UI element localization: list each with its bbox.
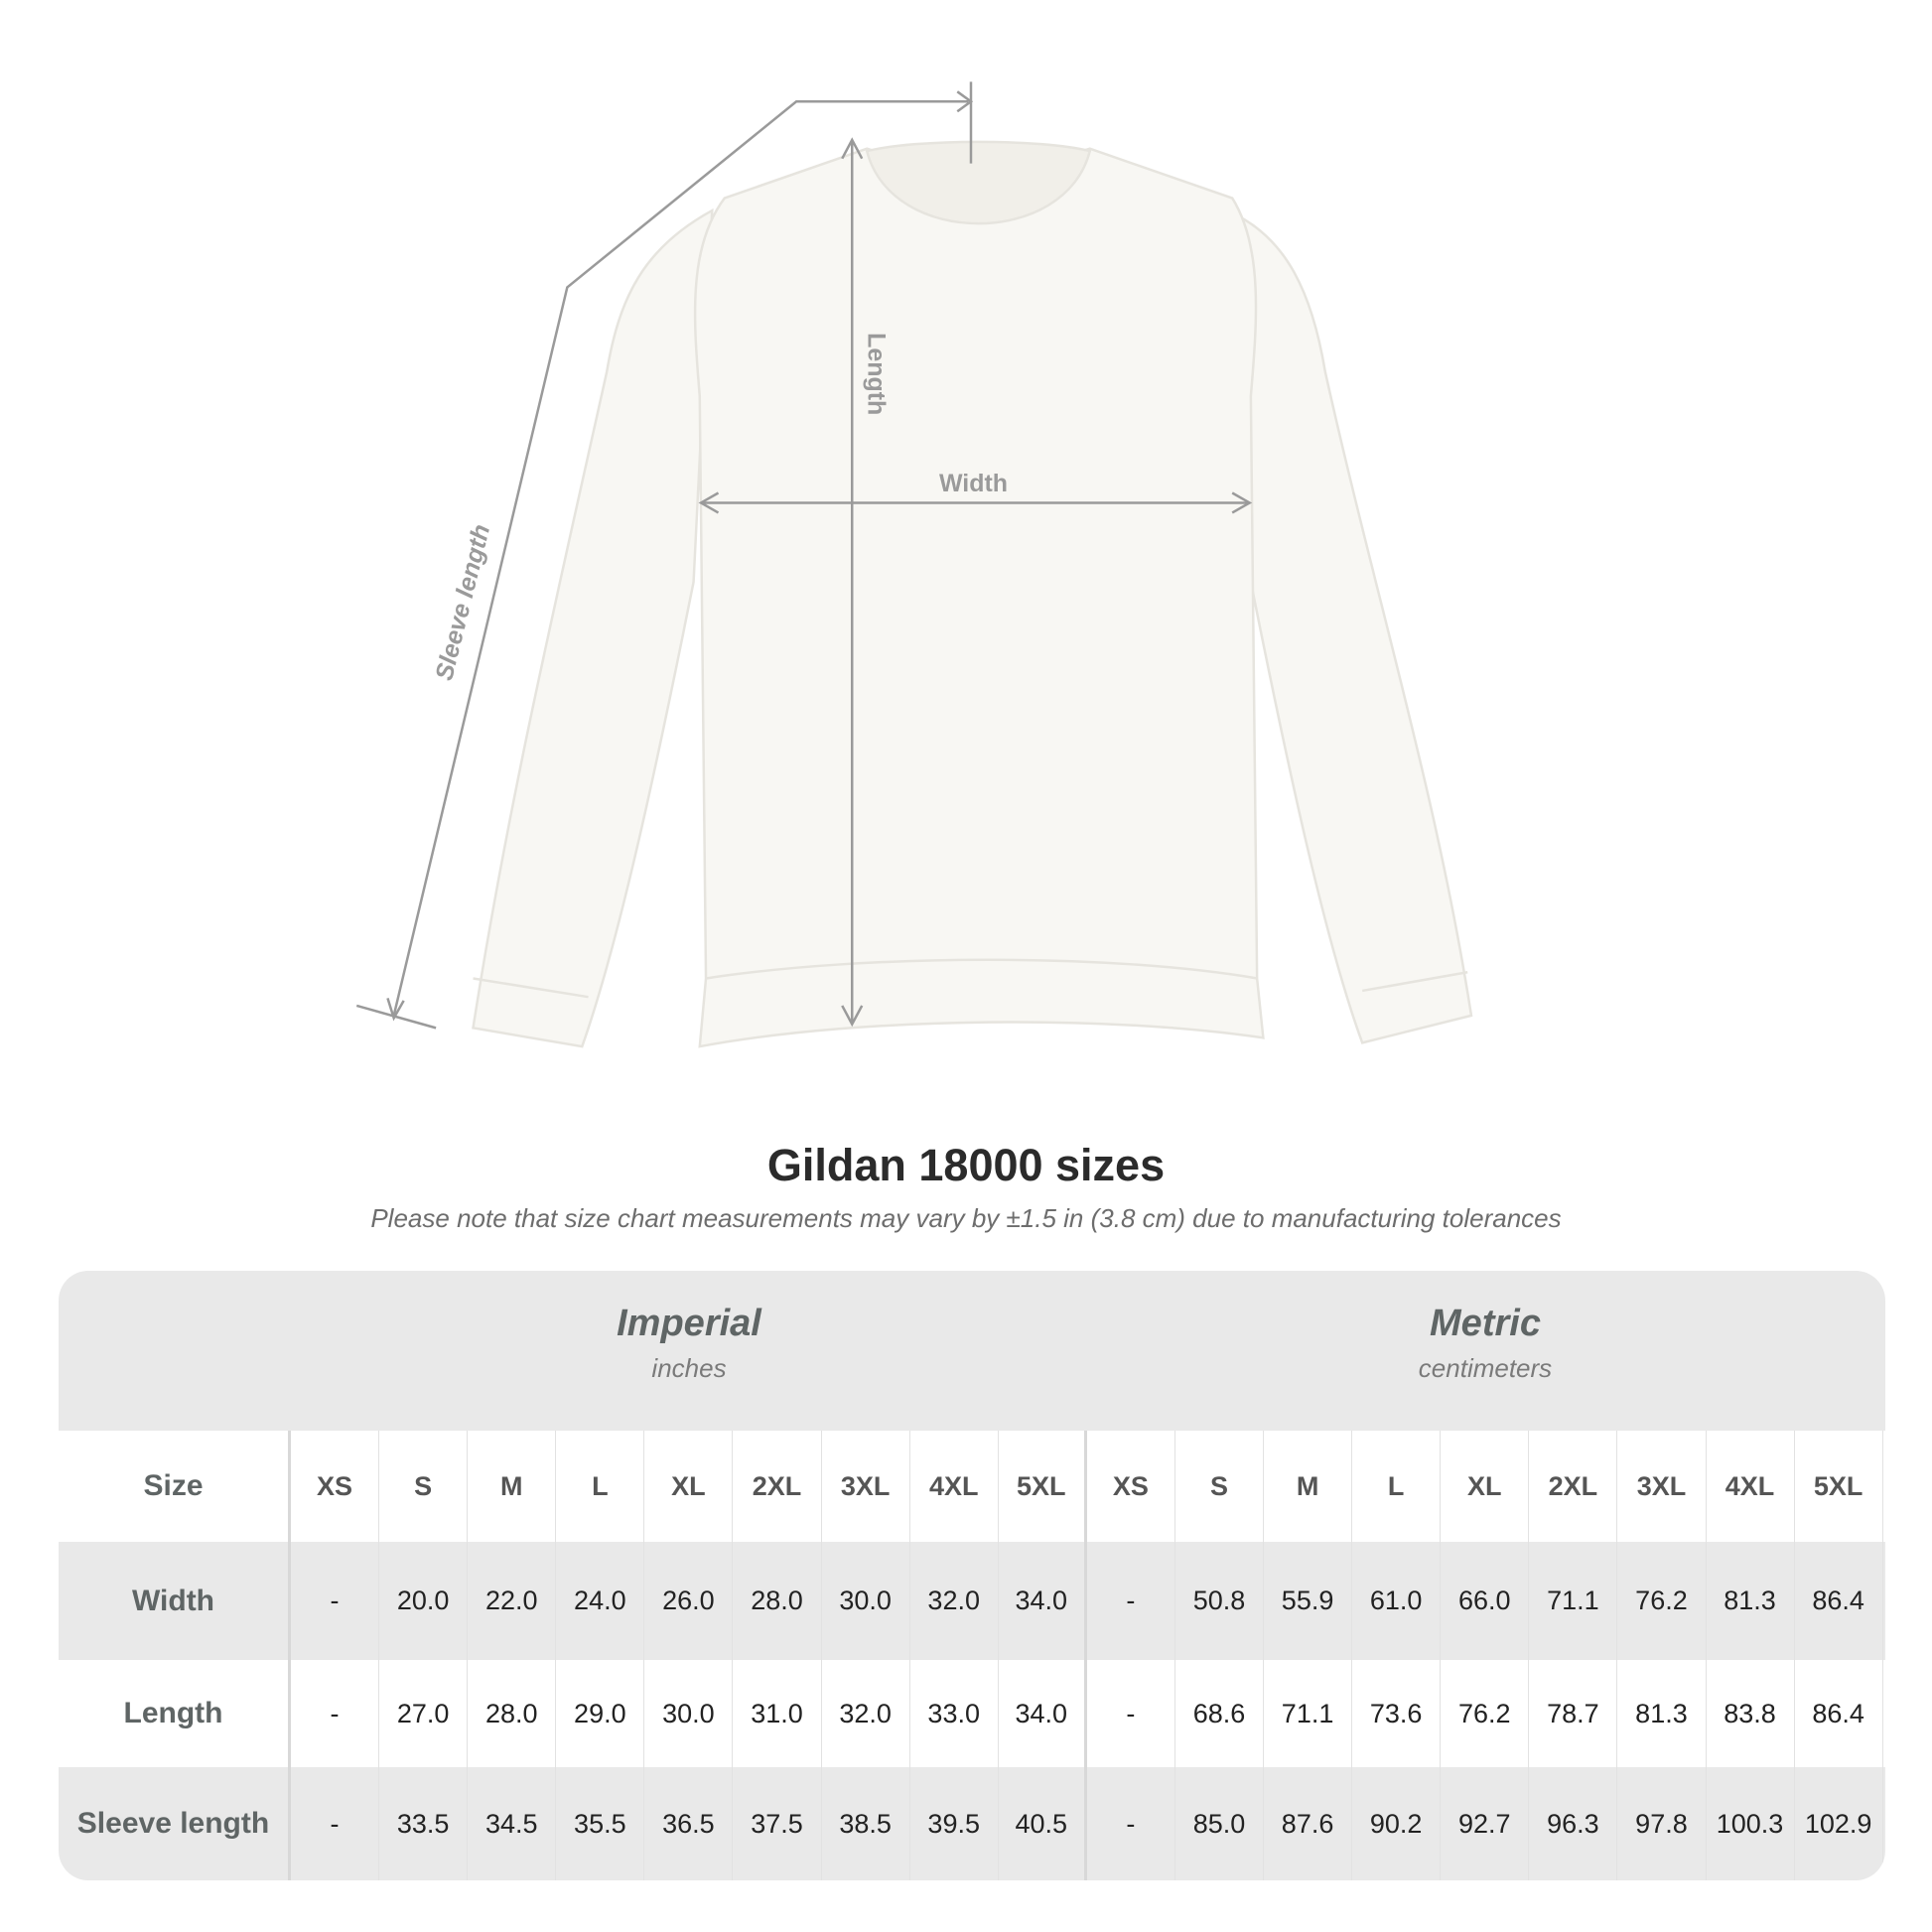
sleeve-length-label: Sleeve length (430, 521, 495, 683)
size-label: Size (59, 1431, 291, 1542)
table-cell-metric: 55.9 (1264, 1542, 1353, 1660)
table-cell-imperial: 22.0 (468, 1542, 557, 1660)
table-cell-imperial: 34.0 (999, 1542, 1087, 1660)
tolerance-note: Please note that size chart measurements… (370, 1203, 1562, 1233)
row-label: Sleeve length (59, 1767, 291, 1880)
table-cell-imperial: 33.5 (379, 1767, 469, 1880)
size-header-imperial: 3XL (822, 1431, 910, 1542)
imperial-title: Imperial (617, 1303, 761, 1344)
sweatshirt-image (472, 140, 1473, 1048)
table-cell-imperial: 38.5 (822, 1767, 910, 1880)
table-cell-imperial: 36.5 (644, 1767, 734, 1880)
table-cell-imperial: - (291, 1767, 380, 1880)
table-cell-metric: 83.8 (1707, 1660, 1795, 1767)
size-header-metric: L (1352, 1431, 1442, 1542)
size-header-imperial: XL (644, 1431, 734, 1542)
table-cell-metric: 76.2 (1441, 1660, 1530, 1767)
table-cell-imperial: 35.5 (556, 1767, 645, 1880)
table-cell-imperial: 39.5 (910, 1767, 999, 1880)
table-row: Sleeve length -33.5 34.5 35.5 36.5 37.5 38.5 39… (59, 1767, 1885, 1880)
table-cell-imperial: 24.0 (556, 1542, 645, 1660)
size-header-metric: 2XL (1529, 1431, 1618, 1542)
table-cell-metric: - (1087, 1767, 1175, 1880)
table-cell-imperial: 33.0 (910, 1660, 999, 1767)
table-cell-imperial: 34.5 (468, 1767, 557, 1880)
size-header-imperial: M (468, 1431, 557, 1542)
size-header-imperial: S (379, 1431, 469, 1542)
size-header-imperial: XS (291, 1431, 380, 1542)
table-cell-metric: 66.0 (1441, 1542, 1530, 1660)
table-cell-metric: 81.3 (1617, 1660, 1707, 1767)
size-header-imperial: 5XL (999, 1431, 1087, 1542)
table-cell-imperial: 26.0 (644, 1542, 734, 1660)
size-header-imperial: L (556, 1431, 645, 1542)
table-cell-imperial: 28.0 (468, 1660, 557, 1767)
metric-unit: centimeters (1418, 1353, 1553, 1383)
row-label: Width (59, 1542, 291, 1660)
table-cell-metric: - (1087, 1542, 1175, 1660)
imperial-unit: inches (651, 1353, 727, 1383)
table-row: Width -20.0 22.0 24.0 26.0 28.0 30.0 32.0 34.0-5… (59, 1542, 1885, 1660)
table-cell-imperial: 20.0 (379, 1542, 469, 1660)
table-cell-imperial: 40.5 (999, 1767, 1087, 1880)
table-cell-imperial: 32.0 (910, 1542, 999, 1660)
size-header-metric: XL (1441, 1431, 1530, 1542)
measurement-lines (355, 81, 1253, 1030)
size-header-metric: XS (1087, 1431, 1175, 1542)
table-cell-imperial: 30.0 (644, 1660, 734, 1767)
table-cell-metric: 76.2 (1617, 1542, 1707, 1660)
table-cell-metric: 81.3 (1707, 1542, 1795, 1660)
table-cell-metric: 61.0 (1352, 1542, 1442, 1660)
table-cell-imperial: 30.0 (822, 1542, 910, 1660)
width-label: Width (939, 470, 1008, 497)
size-header-row: Size XS S M L XL 2XL 3XL 4XL 5XL XS S M L XL 2XL 3XL 4XL… (59, 1431, 1885, 1542)
table-cell-metric: 71.1 (1264, 1660, 1353, 1767)
table-cell-metric: 73.6 (1352, 1660, 1442, 1767)
table-cell-metric: 50.8 (1175, 1542, 1265, 1660)
table-cell-metric: 100.3 (1707, 1767, 1795, 1880)
size-header-metric: 5XL (1795, 1431, 1883, 1542)
size-header-metric: S (1175, 1431, 1265, 1542)
table-cell-metric: 102.9 (1795, 1767, 1883, 1880)
table-cell-metric: 78.7 (1529, 1660, 1618, 1767)
table-cell-metric: 97.8 (1617, 1767, 1707, 1880)
table-cell-metric: 96.3 (1529, 1767, 1618, 1880)
size-header-metric: 4XL (1707, 1431, 1795, 1542)
metric-header: Metric centimeters (1087, 1271, 1883, 1384)
table-cell-metric: 68.6 (1175, 1660, 1265, 1767)
table-cell-imperial: - (291, 1542, 380, 1660)
table-cell-metric: - (1087, 1660, 1175, 1767)
table-cell-metric: 85.0 (1175, 1767, 1265, 1880)
table-cell-imperial: 28.0 (733, 1542, 822, 1660)
table-cell-metric: 92.7 (1441, 1767, 1530, 1880)
size-header-imperial: 2XL (733, 1431, 822, 1542)
size-header-metric: 3XL (1617, 1431, 1707, 1542)
table-cell-imperial: 32.0 (822, 1660, 910, 1767)
imperial-header: Imperial inches (291, 1271, 1087, 1384)
table-cell-metric: 71.1 (1529, 1542, 1618, 1660)
sleeve-arrow (392, 100, 969, 1017)
metric-title: Metric (1430, 1303, 1541, 1344)
table-cell-imperial: 31.0 (733, 1660, 822, 1767)
table-row: Length -27.0 28.0 29.0 30.0 31.0 32.0 33.0 34.0-… (59, 1660, 1885, 1767)
table-cell-metric: 86.4 (1795, 1660, 1883, 1767)
table-cell-imperial: 34.0 (999, 1660, 1087, 1767)
size-header-imperial: 4XL (910, 1431, 999, 1542)
table-cell-imperial: 29.0 (556, 1660, 645, 1767)
size-table: Imperial inches Metric centimeters Size … (59, 1271, 1885, 1880)
table-cell-imperial: - (291, 1660, 380, 1767)
table-cell-metric: 90.2 (1352, 1767, 1442, 1880)
unit-header: Imperial inches Metric centimeters (59, 1271, 1885, 1431)
table-cell-metric: 87.6 (1264, 1767, 1353, 1880)
table-cell-metric: 86.4 (1795, 1542, 1883, 1660)
chart-title: Gildan 18000 sizes (766, 1140, 1166, 1190)
table-cell-imperial: 27.0 (379, 1660, 469, 1767)
row-label: Length (59, 1660, 291, 1767)
length-label: Length (862, 333, 890, 415)
table-cell-imperial: 37.5 (733, 1767, 822, 1880)
size-header-metric: M (1264, 1431, 1353, 1542)
